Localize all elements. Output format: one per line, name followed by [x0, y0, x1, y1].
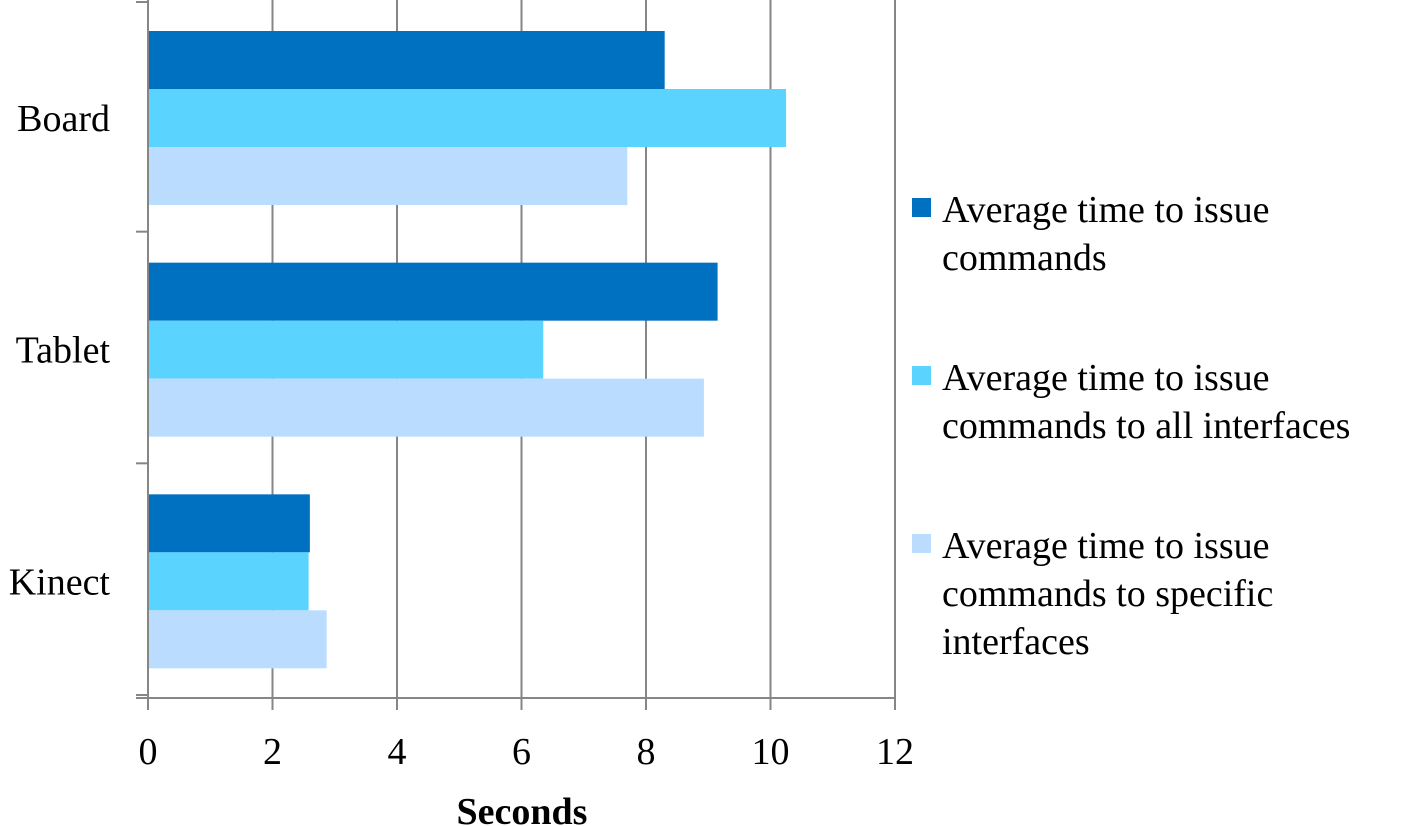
legend-label: Average time to issue commands to all in…: [942, 357, 1351, 447]
bar-tablet-series-2: [148, 320, 544, 379]
bar-board-series-3: [148, 147, 628, 205]
legend-item-commands: Average time to issue commands: [912, 186, 1402, 282]
legend-item-all-interfaces: Average time to issue commands to all in…: [912, 354, 1402, 450]
bar-board-series-2: [148, 89, 787, 147]
legend-item-specific-interfaces: Average time to issue commands to specif…: [912, 522, 1402, 666]
legend: Average time to issue commands Average t…: [912, 186, 1402, 666]
y-category-label-board: Board: [17, 98, 110, 140]
bar-board-series-1: [148, 31, 665, 89]
y-tick-labels: Board Tablet Kinect: [9, 98, 111, 603]
y-category-label-tablet: Tablet: [16, 330, 111, 372]
axes: [136, 0, 896, 710]
x-axis-title: Seconds: [457, 791, 588, 826]
bar-kinect-series-1: [148, 494, 310, 553]
legend-swatch: [912, 534, 931, 553]
x-tick-labels: 0 2 4 6 8 10 12: [139, 731, 915, 773]
y-category-label-kinect: Kinect: [9, 561, 111, 603]
x-tick-label: 12: [876, 731, 914, 773]
legend-swatch: [912, 198, 931, 217]
legend-label: Average time to issue commands: [942, 189, 1270, 279]
legend-label: Average time to issue commands to specif…: [942, 525, 1274, 663]
bars: [148, 31, 787, 669]
bar-tablet-series-3: [148, 378, 704, 437]
x-tick-label: 2: [263, 731, 282, 773]
x-tick-label: 4: [388, 731, 407, 773]
bar-kinect-series-3: [148, 610, 327, 669]
legend-swatch: [912, 366, 931, 385]
x-tick-label: 8: [637, 731, 656, 773]
x-tick-label: 0: [139, 731, 158, 773]
x-tick-label: 6: [512, 731, 531, 773]
bar-tablet-series-1: [148, 262, 718, 321]
bar-kinect-series-2: [148, 552, 309, 611]
x-tick-label: 10: [752, 731, 790, 773]
